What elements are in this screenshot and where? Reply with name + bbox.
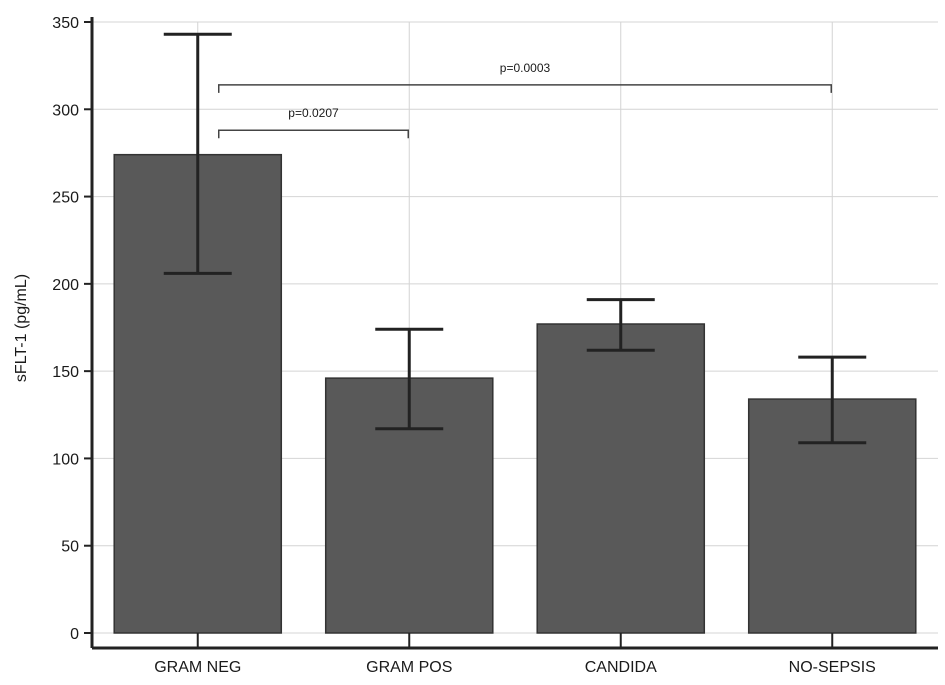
y-tick-labels: 0 50 100 150 200 250 300 350 <box>52 15 79 643</box>
x-category-label: CANDIDA <box>585 659 657 676</box>
significance-label: p=0.0207 <box>288 106 339 120</box>
y-tick-label: 200 <box>52 277 79 294</box>
significance-label: p=0.0003 <box>500 61 551 75</box>
axes <box>84 17 938 650</box>
y-tick-label: 300 <box>52 102 79 119</box>
x-category-label: NO-SEPSIS <box>789 659 876 676</box>
x-category-labels: GRAM NEG GRAM POS CANDIDA NO-SEPSIS <box>154 659 876 676</box>
y-tick-label: 50 <box>61 539 79 556</box>
significance-bracket <box>218 84 832 93</box>
x-category-label: GRAM NEG <box>154 659 241 676</box>
y-tick-label: 150 <box>52 364 79 381</box>
significance-brackets: p=0.0207 p=0.0003 <box>218 61 832 139</box>
significance-bracket <box>218 129 409 139</box>
bar <box>536 323 706 634</box>
bars <box>113 153 917 634</box>
error-bars <box>163 32 867 445</box>
y-tick-label: 350 <box>52 15 79 32</box>
x-category-label: GRAM POS <box>366 659 452 676</box>
y-tick-label: 0 <box>70 626 79 643</box>
y-tick-label: 250 <box>52 190 79 207</box>
y-axis-title: sFLT-1 (pg/mL) <box>13 274 30 382</box>
y-tick-label: 100 <box>52 451 79 468</box>
